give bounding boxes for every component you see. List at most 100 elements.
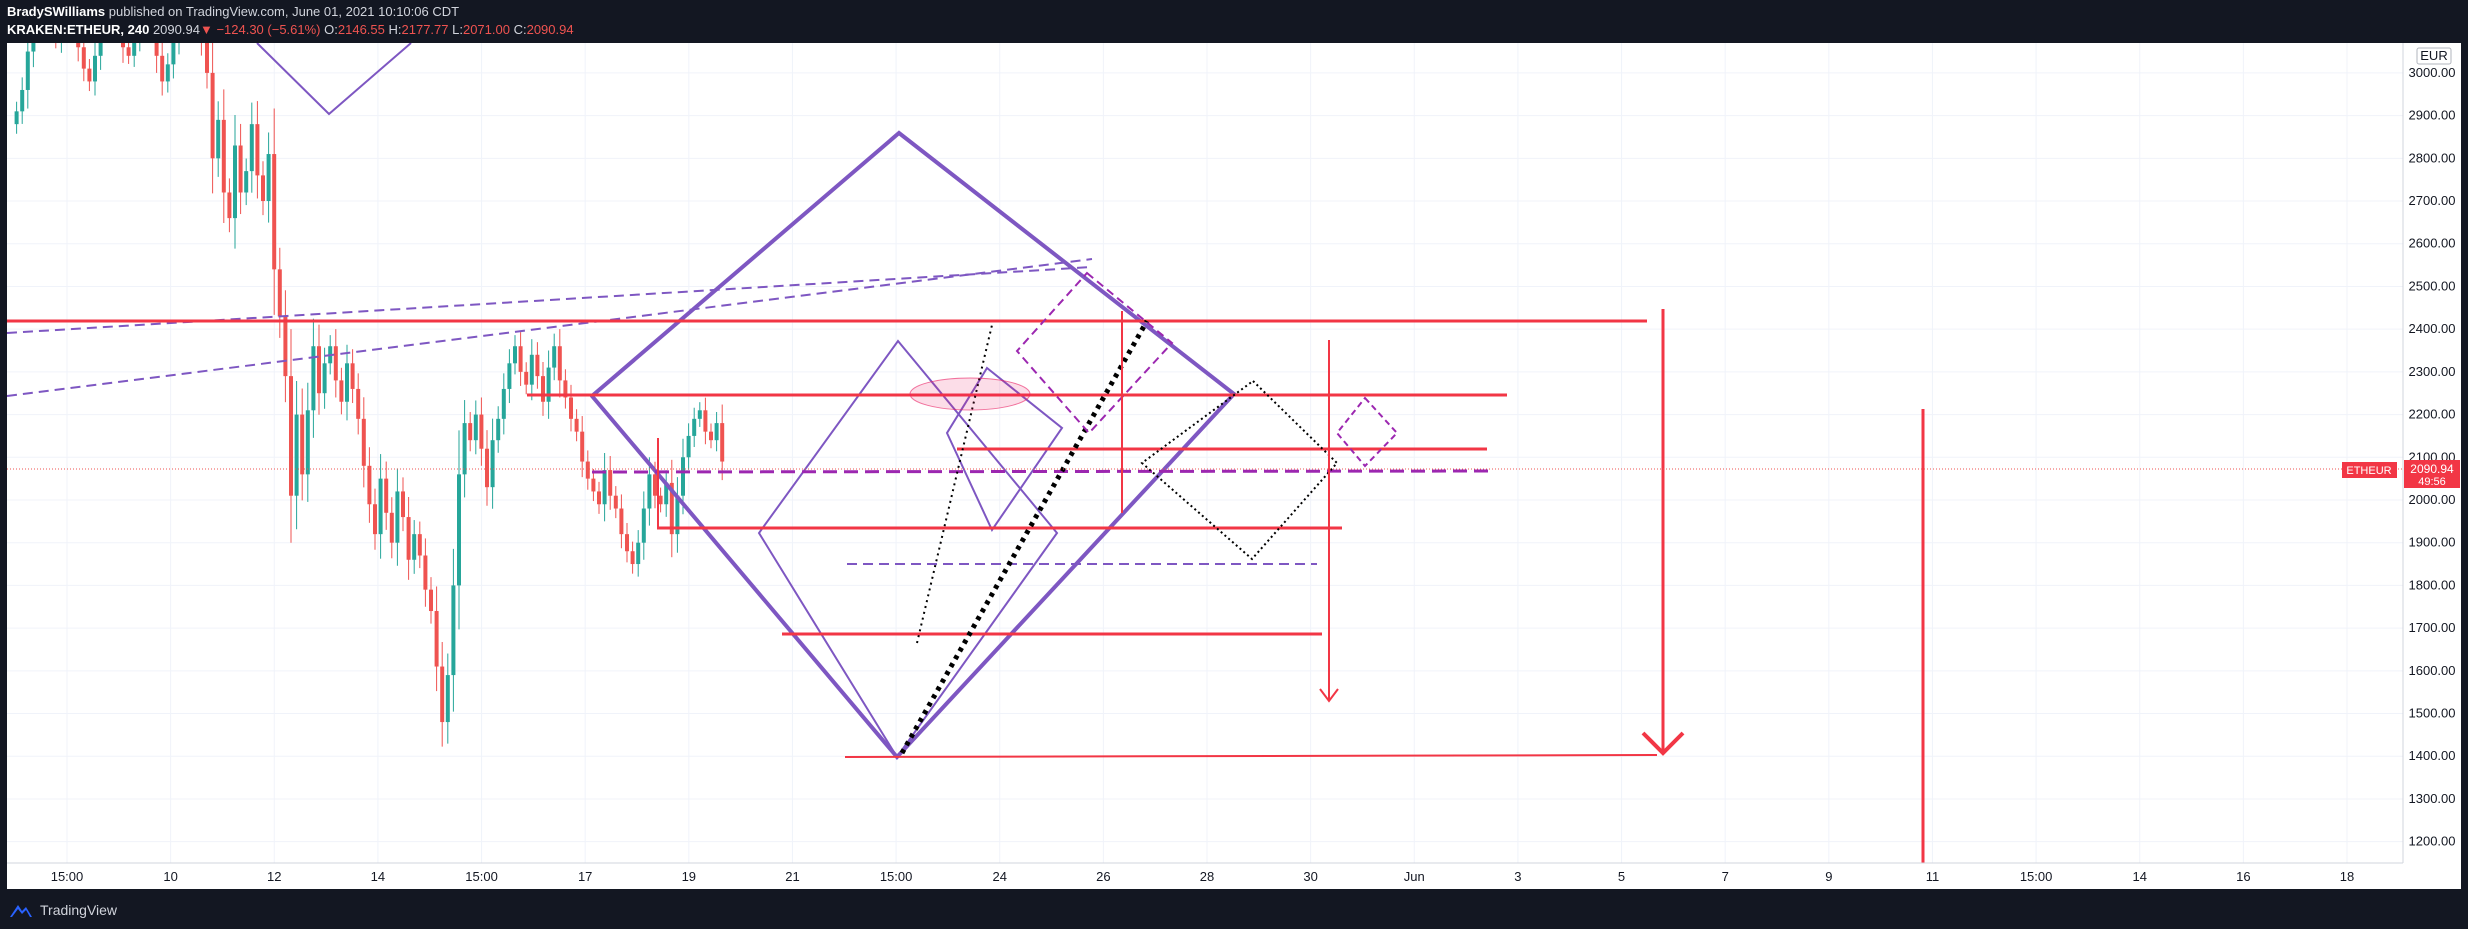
candle[interactable] [434, 586, 439, 692]
candle[interactable] [541, 362, 545, 416]
chart-area[interactable]: EUR 3000.00 2900.00 2800.00 2700.00 2600.00 2… [7, 43, 2461, 889]
candle[interactable] [244, 158, 249, 206]
candle[interactable] [675, 477, 680, 553]
candle[interactable] [132, 43, 137, 67]
candle[interactable] [669, 459, 674, 558]
candle[interactable] [356, 373, 361, 435]
candle[interactable] [641, 491, 646, 560]
candle[interactable] [255, 101, 260, 199]
candle[interactable] [658, 487, 663, 513]
highlight-ellipse[interactable] [909, 377, 1031, 411]
candle[interactable] [333, 329, 338, 398]
candle[interactable] [468, 412, 473, 452]
candle[interactable] [686, 423, 691, 470]
candle[interactable] [87, 59, 92, 92]
candle[interactable] [591, 469, 596, 502]
candle[interactable] [423, 538, 428, 607]
candle[interactable] [485, 430, 489, 506]
candle[interactable] [93, 43, 97, 96]
magenta-dashed-diamond-1[interactable] [1015, 271, 1174, 435]
symbol-label[interactable]: KRAKEN:ETHEUR, 240 [7, 22, 150, 37]
candle[interactable] [138, 43, 142, 52]
candle[interactable] [221, 89, 226, 224]
top-left-diamond-pattern[interactable] [256, 43, 412, 116]
candle[interactable] [121, 43, 125, 63]
candle[interactable] [457, 430, 461, 630]
candle[interactable] [205, 43, 209, 89]
candle[interactable] [238, 123, 243, 215]
candle[interactable] [126, 43, 131, 64]
candle[interactable] [81, 43, 86, 82]
author-name[interactable]: BradySWilliams [7, 4, 106, 19]
candle[interactable] [630, 541, 635, 574]
candle[interactable] [20, 77, 25, 124]
candle[interactable] [445, 653, 450, 744]
candle[interactable] [507, 349, 512, 404]
candle[interactable] [378, 454, 383, 559]
candle[interactable] [300, 388, 305, 501]
mid-diamond-pattern[interactable] [945, 366, 1064, 533]
candle[interactable] [597, 481, 601, 514]
candle[interactable] [283, 290, 288, 403]
candle[interactable] [462, 400, 467, 498]
magenta-dashed-diamond-2[interactable] [1335, 396, 1399, 468]
candle[interactable] [636, 530, 641, 577]
purple-dashed-trendline-1[interactable] [7, 258, 1093, 397]
candle[interactable] [322, 347, 327, 409]
candle[interactable] [440, 641, 445, 747]
candle[interactable] [277, 247, 282, 338]
candle[interactable] [266, 132, 271, 223]
candle[interactable] [709, 423, 713, 449]
candle[interactable] [389, 497, 394, 559]
candle[interactable] [451, 548, 456, 712]
candle[interactable] [703, 397, 708, 445]
purple-dashed-support[interactable] [591, 469, 1493, 474]
candle[interactable] [518, 332, 523, 386]
candle[interactable] [367, 447, 372, 523]
candle[interactable] [227, 178, 232, 233]
candle[interactable] [317, 324, 321, 415]
candle[interactable] [199, 43, 203, 56]
candle[interactable] [513, 335, 517, 375]
candle[interactable] [490, 418, 495, 509]
black-dotted-channel[interactable] [899, 319, 1150, 755]
tradingview-brand[interactable]: TradingView [8, 901, 117, 919]
candle[interactable] [373, 488, 377, 550]
black-dotted-channel-thin[interactable] [916, 324, 993, 644]
candle[interactable] [289, 329, 293, 543]
drawings[interactable] [7, 43, 2407, 863]
candle[interactable] [473, 400, 478, 455]
candle[interactable] [345, 344, 349, 421]
candle[interactable] [154, 43, 159, 73]
candle[interactable] [160, 43, 165, 96]
candle[interactable] [361, 397, 366, 488]
black-dotted-diamond[interactable] [1140, 379, 1339, 561]
candle[interactable] [417, 521, 422, 569]
candle[interactable] [580, 416, 585, 478]
candle[interactable] [339, 367, 344, 415]
candle[interactable] [608, 455, 613, 510]
target-arrow-head-1[interactable] [1319, 688, 1339, 703]
candle[interactable] [625, 523, 629, 563]
candle[interactable] [529, 339, 534, 401]
candle[interactable] [585, 450, 590, 490]
candle[interactable] [59, 43, 63, 53]
candle[interactable] [395, 468, 400, 566]
candle[interactable] [613, 486, 618, 519]
candle[interactable] [429, 577, 433, 624]
candle[interactable] [171, 43, 176, 79]
candle[interactable] [569, 384, 573, 432]
candle[interactable] [714, 412, 719, 452]
candle[interactable] [177, 43, 181, 55]
candle[interactable] [98, 43, 103, 70]
candle[interactable] [25, 43, 30, 109]
candle[interactable] [546, 350, 551, 419]
candle[interactable] [261, 161, 265, 216]
candle[interactable] [574, 409, 579, 442]
target-line-1420[interactable] [844, 754, 1658, 758]
candle[interactable] [697, 402, 702, 427]
price-chart[interactable]: EUR 3000.00 2900.00 2800.00 2700.00 2600.00 2… [7, 43, 2461, 889]
candle[interactable] [496, 406, 501, 453]
candle[interactable] [233, 114, 237, 249]
candles[interactable] [14, 43, 725, 747]
